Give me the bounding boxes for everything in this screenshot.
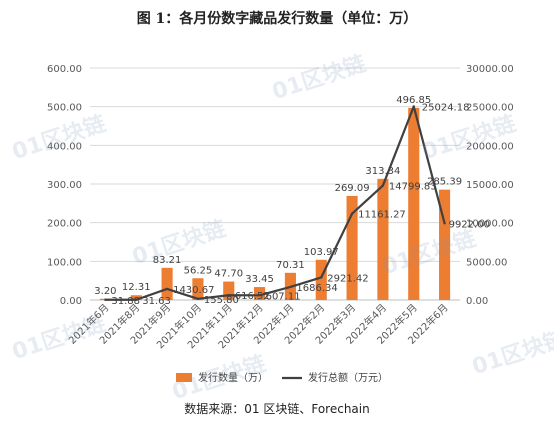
line-data-label: 14799.83 (389, 182, 437, 193)
bar-data-label: 496.85 (396, 95, 431, 106)
bar-data-label: 285.39 (427, 177, 462, 188)
bar-data-label: 313.34 (365, 166, 400, 177)
line-point (412, 105, 415, 108)
line-point (227, 294, 230, 297)
left-axis-tick-label: 200.00 (47, 219, 82, 230)
bar-data-label: 12.31 (122, 282, 151, 293)
bar (223, 281, 235, 300)
bar (130, 295, 142, 300)
line-point (443, 222, 446, 225)
line-data-label: 607.11 (266, 291, 301, 302)
legend-label-bar: 发行数量（万） (198, 371, 268, 384)
line-data-label: 11161.27 (358, 210, 406, 221)
bar (254, 287, 266, 300)
line-series-path (105, 105, 446, 301)
left-axis-tick-label: 100.00 (47, 257, 82, 268)
line-point (258, 294, 261, 297)
bar-data-label: 3.20 (94, 286, 116, 297)
right-axis-tick-label: 15000.00 (466, 180, 514, 191)
right-axis-ticks: 0.00 5000.00 10000.00 15000.00 20000.00 25000… (466, 64, 514, 307)
line-data-label: 1430.67 (173, 285, 214, 296)
bar (346, 195, 358, 300)
line-point (135, 298, 138, 301)
legend-label-line: 发行总额（万元） (308, 371, 388, 384)
left-axis-tick-label: 500.00 (47, 103, 82, 114)
chart-title: 图 1：各月份数字藏品发行数量（单位：万） (136, 11, 418, 27)
bar-data-label: 33.45 (245, 274, 274, 285)
bar (315, 259, 327, 300)
left-axis-tick-label: 300.00 (47, 180, 82, 191)
line-point (104, 298, 107, 301)
bar (192, 278, 204, 300)
data-source-note: 数据来源：01 区块链、Forechain (184, 402, 370, 416)
line-data-label: 1686.34 (296, 283, 337, 294)
right-axis-tick-label: 0.00 (466, 296, 488, 307)
line-data-label: 2921.42 (327, 273, 368, 284)
left-axis-tick-label: 0.00 (60, 296, 82, 307)
line-data-label: 155.80 (204, 295, 239, 306)
right-axis-tick-label: 10000.00 (466, 219, 514, 230)
line-point (289, 285, 292, 289)
line-point (196, 297, 200, 300)
line-data-label: 9922.00 (449, 219, 490, 230)
line-point (381, 184, 385, 187)
legend: 发行数量（万） 发行总额（万元） (176, 371, 388, 384)
bar-data-label: 56.25 (184, 265, 213, 276)
bar-data-label: 83.21 (153, 255, 182, 266)
gridlines (90, 67, 460, 301)
line-point (165, 287, 169, 291)
x-axis-tick-labels: 2021年6月2021年8月2021年9月2021年10月2021年11月202… (66, 301, 451, 351)
line-data-label: 616.52 (235, 291, 270, 302)
line-series (104, 105, 446, 301)
bar-data-label: 70.31 (276, 260, 305, 271)
left-axis-tick-label: 600.00 (47, 64, 82, 75)
bar (377, 178, 389, 300)
bar-data-label: 103.97 (304, 247, 339, 258)
left-axis-tick-label: 400.00 (47, 141, 82, 152)
line-point (320, 276, 323, 279)
bar (161, 267, 173, 300)
bar-series (99, 107, 451, 300)
right-axis-tick-label: 20000.00 (466, 141, 514, 152)
right-axis-tick-label: 30000.00 (466, 64, 514, 75)
line-data-label: 31.63 (142, 296, 171, 307)
line-data-label: 25024.18 (422, 102, 470, 113)
line-point (350, 212, 354, 215)
bar-data-label: 269.09 (335, 183, 370, 194)
right-axis-tick-label: 25000.00 (466, 103, 514, 114)
left-axis-ticks: 0.00 100.00 200.00 300.00 400.00 500.00 600.00 (47, 64, 82, 307)
bar (439, 189, 451, 300)
bar-data-label: 47.70 (214, 269, 243, 280)
bar (408, 107, 420, 300)
line-data-label: 31.88 (111, 296, 140, 307)
right-axis-tick-label: 5000.00 (466, 257, 507, 268)
legend-swatch-bar (176, 373, 192, 382)
